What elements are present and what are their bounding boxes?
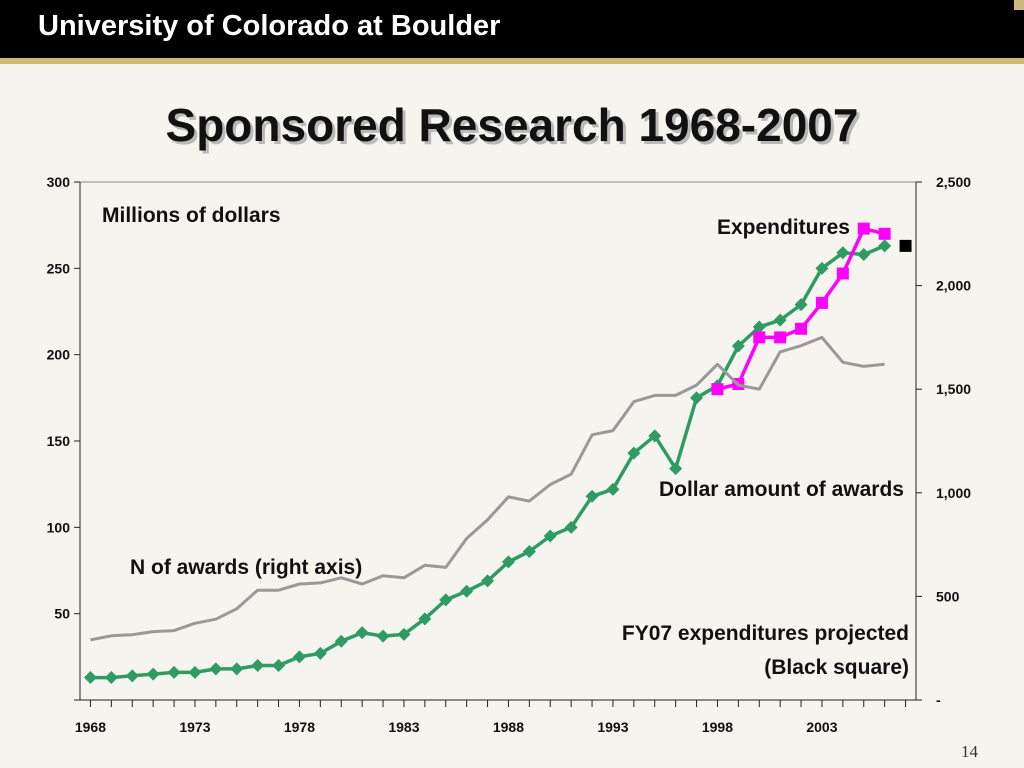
data-point-diamond: [690, 391, 704, 405]
left-tick-label: 200: [47, 347, 71, 363]
header-corner-accent: [1014, 0, 1024, 10]
dollar-awards-label: Dollar amount of awards: [659, 478, 904, 501]
data-point-diamond: [167, 665, 181, 679]
units-label: Millions of dollars: [102, 204, 281, 227]
expenditures-label: Expenditures: [717, 216, 850, 239]
left-tick-label: 150: [47, 433, 71, 449]
data-point-square: [774, 331, 787, 344]
series-line: [90, 244, 886, 680]
left-tick-label: 50: [54, 606, 70, 622]
data-point-diamond: [397, 627, 411, 641]
data-point-diamond: [230, 662, 244, 676]
projection-note-line2: (Black square): [764, 656, 909, 679]
header-accent-stripe: [0, 58, 1024, 64]
data-point-square: [878, 227, 891, 240]
left-tick-label: 100: [47, 519, 71, 535]
data-point-diamond: [209, 662, 223, 676]
right-tick-label: 2,500: [936, 174, 971, 190]
x-tick-label: 1978: [284, 719, 315, 735]
data-point-diamond: [857, 248, 871, 262]
data-point-diamond: [773, 313, 787, 327]
data-point-diamond: [83, 671, 97, 685]
page-number: 14: [961, 742, 978, 761]
data-point-diamond: [815, 261, 829, 275]
data-point-diamond: [355, 626, 369, 640]
data-point-diamond: [752, 320, 766, 334]
header-bar: [0, 0, 1024, 58]
data-point-diamond: [334, 634, 348, 648]
data-point-diamond: [522, 545, 536, 559]
data-point-diamond: [648, 429, 662, 443]
x-tick-label: 1968: [75, 719, 106, 735]
data-point-diamond: [460, 584, 474, 598]
data-point-diamond: [564, 520, 578, 534]
data-point-diamond: [125, 669, 139, 683]
data-point-diamond: [146, 667, 160, 681]
data-point-diamond: [188, 665, 202, 679]
data-point-square: [836, 267, 849, 280]
data-point-diamond: [251, 658, 265, 672]
data-point-diamond: [376, 629, 390, 643]
data-point-square: [857, 222, 870, 235]
right-tick-label: 1,500: [936, 381, 971, 397]
data-point-diamond: [481, 574, 495, 588]
series-layer: [83, 222, 912, 685]
data-point-diamond: [104, 671, 118, 685]
data-point-diamond: [878, 239, 892, 253]
data-point-diamond: [292, 650, 306, 664]
data-point-diamond: [501, 555, 515, 569]
data-point-square: [815, 296, 828, 309]
x-tick-label: 1993: [597, 719, 628, 735]
series-line: [90, 335, 885, 642]
data-point-square: [711, 383, 724, 396]
projection-marker: [899, 239, 912, 252]
left-tick-label: 300: [47, 174, 71, 190]
data-point-diamond: [669, 462, 683, 476]
right-tick-label: 1,000: [936, 485, 971, 501]
annotation-layer: Millions of dollars Expenditures Dollar …: [102, 204, 909, 679]
data-point-diamond: [543, 529, 557, 543]
data-point-diamond: [606, 482, 620, 496]
projection-note-line1: FY07 expenditures projected: [622, 622, 909, 645]
data-point-square: [795, 322, 808, 335]
data-point-diamond: [731, 339, 745, 353]
axes-layer: 50 100 150 200 250 300 - 500 1,000 1,500 2,000 2,50…: [47, 174, 972, 735]
x-tick-label: 2003: [806, 719, 837, 735]
slide-title: Sponsored Research 1968-2007: [165, 99, 859, 151]
data-point-diamond: [418, 612, 432, 626]
data-point-diamond: [313, 646, 327, 660]
x-tick-label: 1988: [493, 719, 524, 735]
x-tick-label: 1983: [388, 719, 419, 735]
data-point-square: [753, 331, 766, 344]
institution-title: University of Colorado at Boulder: [38, 10, 501, 42]
data-point-diamond: [272, 658, 286, 672]
right-tick-label: 2,000: [936, 278, 971, 294]
n-awards-label: N of awards (right axis): [130, 556, 362, 579]
data-point-diamond: [585, 489, 599, 503]
data-point-diamond: [836, 246, 850, 260]
x-tick-label: 1973: [179, 719, 210, 735]
data-point-diamond: [439, 593, 453, 607]
right-tick-label: -: [936, 692, 941, 708]
data-point-diamond: [627, 446, 641, 460]
right-tick-label: 500: [936, 588, 960, 604]
data-point-diamond: [794, 298, 808, 312]
left-tick-label: 250: [47, 260, 71, 276]
x-tick-label: 1998: [702, 719, 733, 735]
